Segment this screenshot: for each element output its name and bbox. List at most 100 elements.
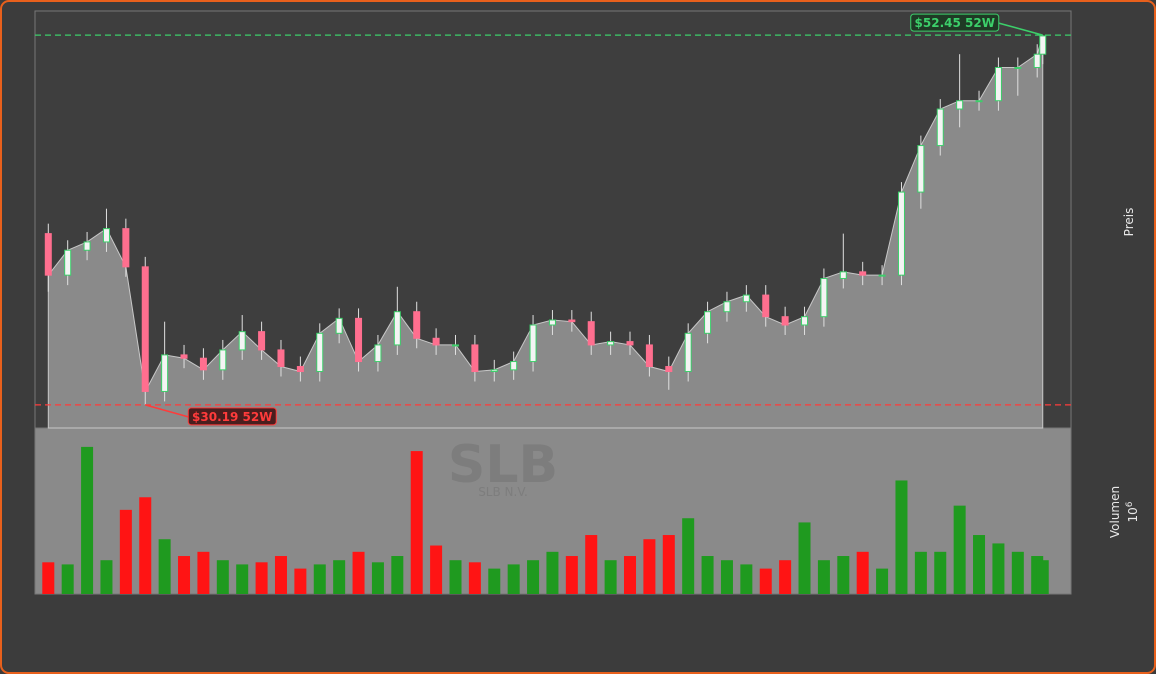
candle-body [975, 100, 983, 103]
candle-body [1014, 66, 1022, 69]
annotation-box [187, 407, 277, 426]
volume-bar [371, 562, 384, 594]
candle-body [161, 354, 169, 392]
volume-bar [216, 560, 229, 594]
volume-bar [759, 568, 772, 594]
candle-body [141, 266, 149, 392]
volume-bar [178, 556, 191, 594]
candle-body [704, 311, 712, 334]
candle-body [665, 366, 673, 373]
candle-body [917, 145, 925, 193]
volume-bar [333, 560, 346, 594]
volume-bar [643, 539, 656, 594]
annotation-box [910, 13, 1000, 32]
annotation-label: $52.45 52W [915, 16, 995, 30]
candle-body [393, 311, 401, 346]
candle-body [820, 277, 828, 318]
volume-bar [662, 535, 675, 594]
candle-body [451, 344, 459, 347]
candle-body [296, 366, 304, 373]
volume-bar [449, 560, 462, 594]
candle-body [199, 357, 207, 371]
volume-bar [468, 562, 481, 594]
candle-body [878, 274, 886, 277]
volume-bar [274, 556, 287, 594]
volume-bar [856, 551, 869, 594]
volume-bar [992, 543, 1005, 594]
candle-body [510, 361, 518, 371]
volume-bar [119, 509, 132, 594]
candle-body [471, 344, 479, 373]
volume-bar [197, 551, 210, 594]
volume-bar [740, 564, 753, 594]
candle-body [180, 354, 188, 359]
candle-body [742, 294, 750, 303]
candle-body [258, 331, 266, 351]
volume-bar [391, 556, 404, 594]
candle-body [219, 349, 227, 371]
volume-bar [895, 480, 908, 594]
candle-body [684, 332, 692, 373]
candle-body [1033, 53, 1041, 68]
volume-bar [527, 560, 540, 594]
y-axis-label: Preis [1122, 208, 1136, 237]
volume-bar [682, 518, 695, 594]
candle-body [897, 191, 905, 276]
volume-bar [313, 564, 326, 594]
watermark-subtitle: SLB N.V. [478, 485, 528, 499]
annotation-arrow [145, 404, 189, 418]
candle-body [277, 349, 285, 368]
candle-body [626, 341, 634, 346]
volume-bar [236, 564, 249, 594]
volume-bar [720, 560, 733, 594]
volume-bar [100, 560, 113, 594]
candle-body [994, 66, 1002, 102]
watermark-title: SLB [448, 435, 558, 495]
volume-bar [876, 568, 889, 594]
volume-bar [565, 556, 578, 594]
volume-bar [430, 545, 443, 594]
candle-body [607, 341, 615, 346]
volume-bar [1011, 551, 1024, 594]
volume-scale-base: 10 [1126, 507, 1140, 522]
volume-bar [294, 568, 307, 594]
candle-body [335, 317, 343, 334]
volume-bar [81, 446, 94, 594]
volume-bar [410, 451, 423, 594]
volume-bar [973, 535, 986, 594]
candle-body [490, 369, 498, 373]
volume-bar [546, 551, 559, 594]
candle-body [413, 311, 421, 339]
candle-body [1039, 35, 1047, 55]
marks: $52.45 52W $30.19 52W [35, 13, 1071, 594]
candle-body [64, 249, 72, 276]
annotation-arrow [998, 22, 1043, 36]
volume-scale: 106 [1125, 501, 1140, 522]
volume-bar [139, 497, 152, 594]
volume-bar [158, 539, 171, 594]
volume-bar [953, 505, 966, 594]
volume-bar [914, 551, 927, 594]
candle-body [645, 344, 653, 368]
volume-bar [934, 551, 947, 594]
candle-body [587, 321, 595, 346]
candle-body [316, 332, 324, 373]
candle-body [801, 316, 809, 326]
volume-bar [488, 568, 501, 594]
volume-bar [817, 560, 830, 594]
candle-body [839, 271, 847, 279]
candle-body [83, 241, 91, 251]
candle-body [762, 294, 770, 318]
candle-body [956, 100, 964, 110]
volume-bar [585, 535, 598, 594]
volume-bar [624, 556, 637, 594]
candle-body [723, 301, 731, 313]
candle-body [44, 233, 52, 276]
volume-bar [255, 562, 268, 594]
volume-axis-label: Volumen [1108, 486, 1122, 538]
candle-body [568, 319, 576, 323]
volume-bar [352, 551, 365, 594]
candle-body [529, 324, 537, 363]
volume-bar [604, 560, 617, 594]
